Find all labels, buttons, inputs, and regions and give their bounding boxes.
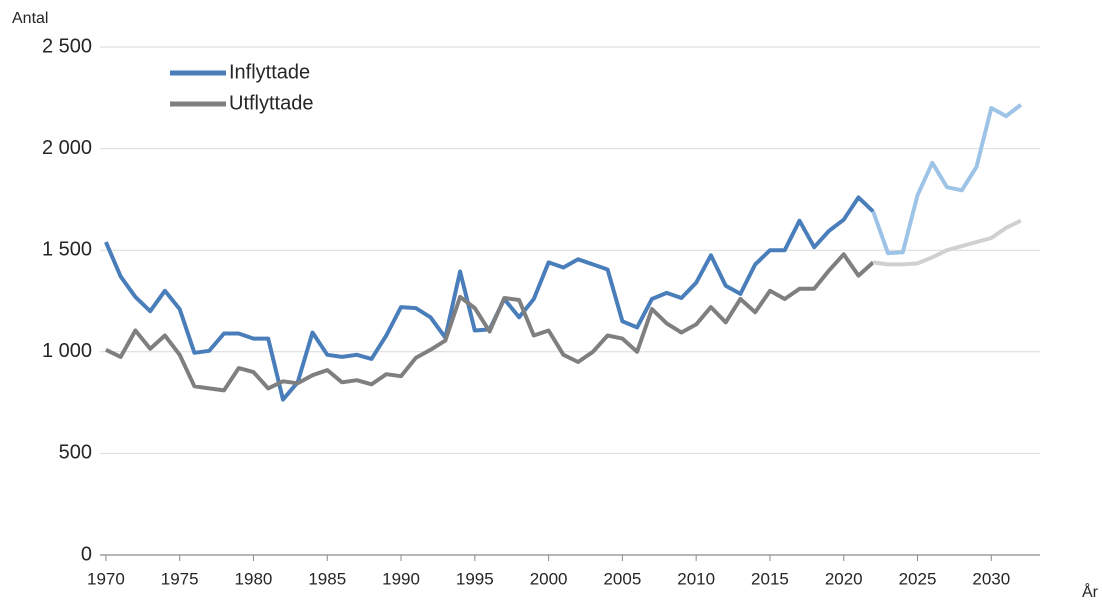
x-tick-label: 2010 <box>677 569 715 588</box>
line-projection <box>871 103 1023 256</box>
x-tick-label: 2020 <box>825 569 863 588</box>
y-tick-label: 0 <box>81 543 92 565</box>
y-axis-label: Antal <box>12 10 48 27</box>
x-tick-label: 2005 <box>603 569 641 588</box>
x-tick-label: 1995 <box>456 569 494 588</box>
y-tick-label: 2 500 <box>42 35 92 57</box>
y-tick-label: 1 500 <box>42 238 92 260</box>
legend-label: Utflyttade <box>229 92 313 114</box>
x-tick-label: 1990 <box>382 569 420 588</box>
x-tick-label: 2015 <box>751 569 789 588</box>
line-projection <box>872 218 1022 267</box>
x-tick-label: 1980 <box>235 569 273 588</box>
x-axis-label: År <box>1082 582 1099 601</box>
x-tick-label: 1970 <box>87 569 125 588</box>
x-tick-label: 2030 <box>972 569 1010 588</box>
line-series <box>104 195 875 402</box>
x-tick-label: 1985 <box>308 569 346 588</box>
y-tick-label: 500 <box>59 442 92 464</box>
line-series <box>105 252 875 393</box>
x-tick-label: 2025 <box>899 569 937 588</box>
x-tick-label: 1975 <box>161 569 199 588</box>
y-tick-label: 1 000 <box>42 340 92 362</box>
legend-label: Inflyttade <box>229 61 310 83</box>
x-tick-label: 2000 <box>530 569 568 588</box>
y-tick-label: 2 000 <box>42 137 92 159</box>
